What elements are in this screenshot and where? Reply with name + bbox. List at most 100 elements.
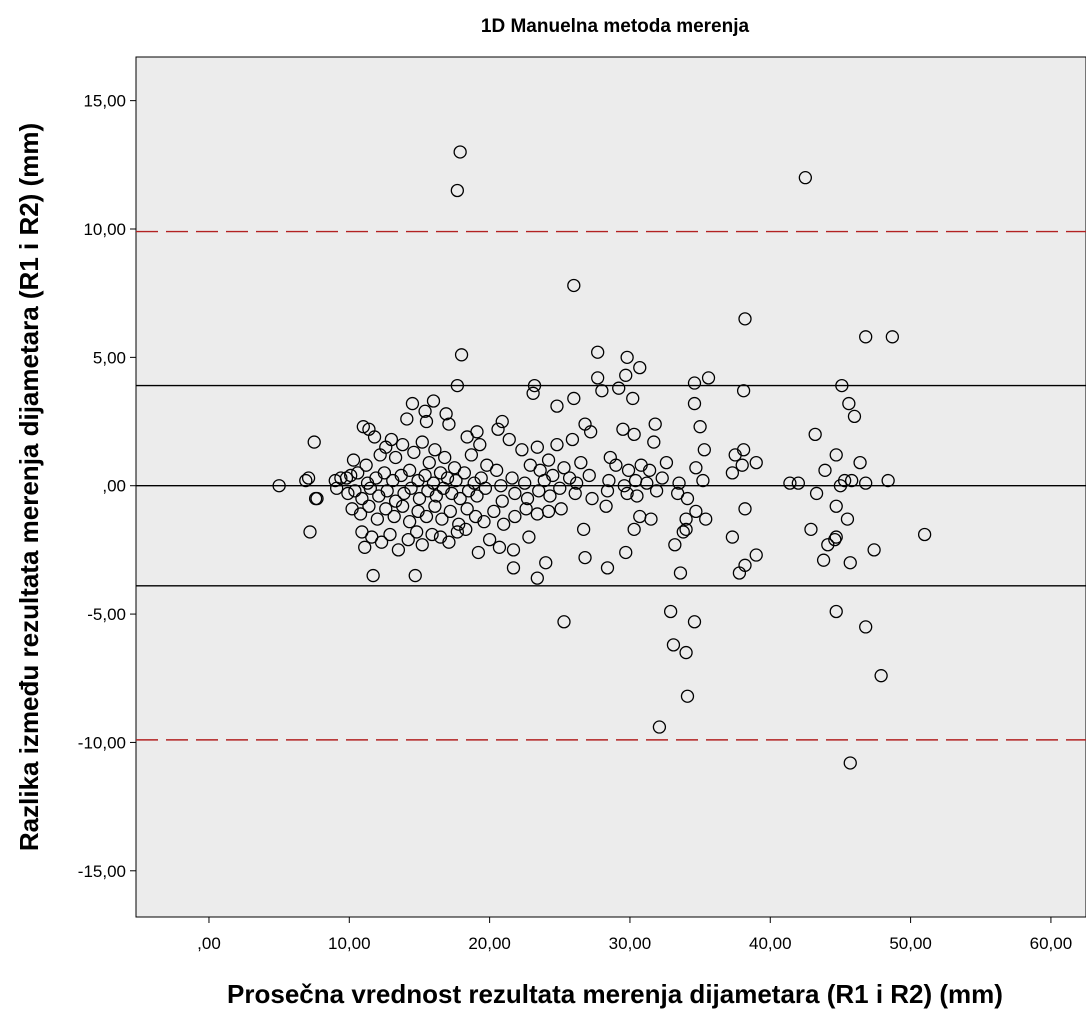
data-point — [553, 481, 567, 495]
data-point — [842, 396, 856, 411]
data-point — [617, 479, 631, 493]
data-point — [471, 545, 486, 560]
data-point — [859, 330, 873, 344]
data-point — [532, 484, 546, 498]
data-point — [554, 502, 568, 516]
data-point — [439, 407, 453, 421]
data-point — [492, 540, 507, 554]
data-point — [663, 604, 678, 619]
data-point — [808, 427, 822, 442]
y-tick-label: ,00 — [102, 477, 126, 496]
data-point — [576, 522, 591, 537]
data-point — [599, 499, 613, 513]
data-point — [457, 466, 472, 480]
x-axis-title: Prosečna vrednost rezultata merenja dija… — [227, 979, 1003, 1009]
data-point — [395, 499, 410, 513]
data-point — [689, 461, 703, 475]
data-points — [272, 145, 932, 770]
data-point — [388, 450, 403, 465]
data-point — [828, 532, 842, 547]
data-point — [696, 473, 710, 488]
data-point — [519, 502, 533, 516]
data-point — [527, 378, 542, 393]
data-point — [621, 463, 636, 477]
data-point — [506, 561, 521, 575]
data-point — [550, 437, 564, 452]
data-point — [697, 443, 711, 457]
data-point — [693, 420, 707, 434]
data-point — [550, 399, 564, 413]
y-axis: 15,00 10,00 5,00 ,00 -5,00 -10,00 -15,00 — [78, 92, 136, 881]
data-point — [522, 530, 536, 544]
data-point — [303, 525, 317, 539]
data-point — [917, 527, 932, 542]
data-point — [874, 669, 888, 683]
data-point — [680, 491, 695, 506]
data-point — [602, 473, 616, 488]
data-point — [620, 486, 634, 501]
data-point — [845, 473, 859, 488]
data-point — [626, 391, 640, 406]
data-point — [442, 535, 456, 549]
data-point — [829, 604, 843, 619]
data-point — [391, 543, 406, 557]
data-point — [725, 530, 740, 544]
data-point — [454, 348, 469, 362]
data-point — [648, 417, 662, 431]
data-point — [453, 491, 467, 506]
data-point — [672, 476, 686, 490]
data-point — [387, 509, 401, 524]
data-point — [272, 479, 286, 493]
data-point — [419, 509, 434, 524]
data-point — [567, 278, 581, 293]
data-point — [505, 471, 519, 485]
data-point — [539, 556, 553, 570]
data-point — [699, 512, 713, 526]
data-point — [541, 453, 556, 467]
data-point — [647, 435, 661, 449]
data-point — [543, 489, 557, 503]
data-point — [783, 476, 797, 490]
data-point — [738, 312, 752, 326]
data-point — [679, 512, 693, 526]
data-point — [612, 381, 626, 395]
data-point — [301, 471, 316, 485]
data-point — [530, 440, 544, 454]
data-point — [450, 525, 464, 539]
data-point — [506, 543, 521, 557]
data-point — [401, 532, 415, 547]
y-tick-label: 15,00 — [83, 92, 126, 111]
data-point — [518, 476, 532, 490]
data-point — [578, 550, 592, 565]
data-point — [460, 430, 474, 444]
data-point — [495, 494, 509, 508]
data-point — [595, 384, 609, 398]
data-point — [508, 509, 522, 524]
data-point — [659, 455, 674, 470]
data-point — [380, 484, 394, 498]
data-point — [600, 561, 615, 575]
data-point — [418, 404, 432, 418]
data-point — [402, 515, 417, 529]
data-point — [520, 491, 535, 506]
data-point — [402, 463, 417, 477]
data-point — [853, 455, 867, 470]
data-point — [452, 517, 466, 531]
data-point — [687, 615, 702, 629]
data-point — [649, 484, 664, 498]
data-point — [557, 461, 571, 475]
data-point — [515, 443, 529, 457]
data-point — [473, 437, 487, 452]
x-tick-label: 40,00 — [749, 934, 792, 953]
data-point — [508, 486, 522, 501]
data-point — [859, 620, 873, 634]
data-point — [885, 330, 900, 344]
data-point — [791, 476, 805, 490]
data-point — [412, 491, 427, 506]
data-point — [407, 445, 421, 459]
data-point — [557, 615, 571, 629]
x-tick-label: 60,00 — [1030, 934, 1073, 953]
data-point — [494, 479, 508, 493]
data-point — [725, 466, 740, 480]
data-point — [442, 417, 456, 431]
